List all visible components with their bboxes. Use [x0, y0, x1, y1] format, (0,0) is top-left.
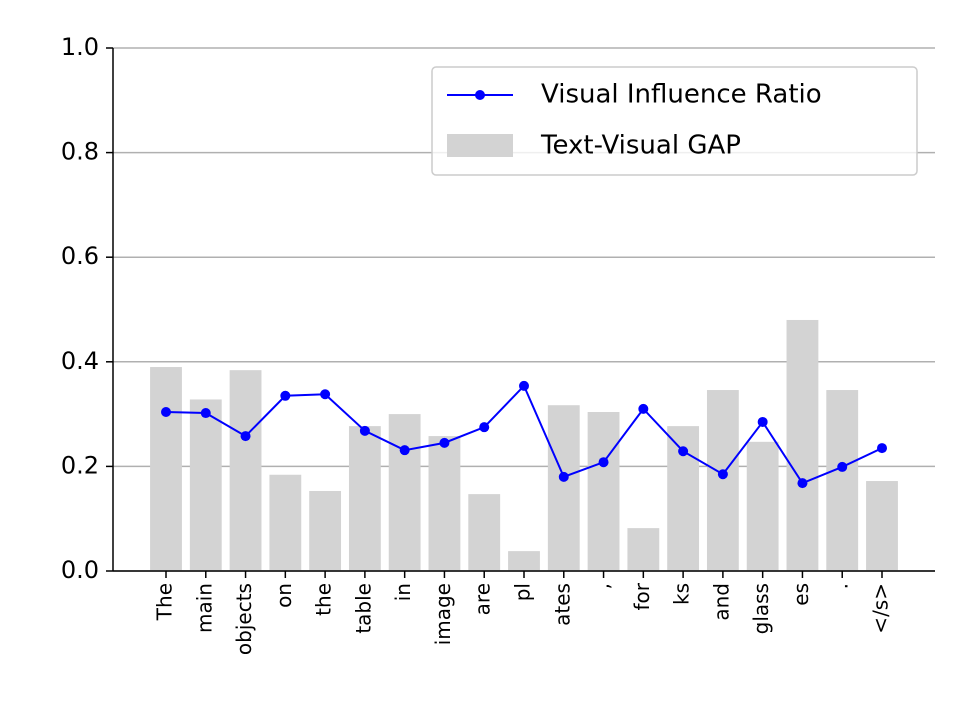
marker	[479, 422, 490, 433]
marker	[558, 471, 569, 482]
x-tick-label: The	[153, 583, 177, 621]
marker	[240, 431, 251, 442]
legend-label: Visual Influence Ratio	[541, 80, 822, 110]
bar	[866, 481, 898, 571]
marker	[280, 390, 291, 401]
x-tick-label: image	[431, 583, 455, 645]
y-tick-label: 1.0	[61, 33, 99, 61]
bar	[309, 490, 342, 571]
marker	[837, 461, 848, 472]
marker	[877, 443, 887, 454]
marker	[519, 380, 529, 391]
x-tick-label: main	[192, 583, 216, 633]
x-tick-label: objects	[232, 583, 256, 655]
bar	[269, 474, 302, 571]
y-tick-label: 0.8	[61, 138, 99, 166]
x-tick-label: pl	[511, 583, 535, 601]
marker	[717, 469, 728, 480]
marker	[598, 457, 609, 468]
y-tick-label: 0.0	[61, 556, 99, 584]
bar	[547, 405, 580, 571]
bar	[428, 436, 461, 571]
x-tick-label: for	[630, 582, 654, 610]
x-tick-label: </s>	[869, 583, 893, 634]
marker	[797, 478, 808, 489]
bar	[229, 370, 262, 571]
x-tick-label: glass	[749, 583, 773, 634]
bar	[388, 414, 421, 571]
x-tick-label: ks	[670, 583, 694, 605]
x-tick-label: in	[391, 583, 415, 601]
bar	[706, 390, 739, 571]
lines	[161, 380, 887, 489]
marker	[161, 407, 171, 418]
bar	[150, 367, 182, 571]
legend-box	[431, 66, 918, 176]
x-tick-label: .	[829, 583, 853, 589]
x-tick-label: es	[789, 583, 813, 606]
x-tick-label: are	[471, 583, 495, 615]
y-tick-label: 0.2	[61, 451, 99, 479]
x-tick-label: ,	[590, 583, 614, 589]
bar	[587, 412, 620, 571]
legend-label: Text-Visual GAP	[540, 131, 741, 161]
bar	[508, 551, 540, 571]
x-tick-label: and	[709, 583, 733, 621]
marker	[359, 425, 370, 436]
bar	[826, 390, 859, 571]
x-tick-label: on	[272, 583, 296, 608]
marker	[439, 437, 450, 448]
marker	[399, 445, 410, 456]
x-tick-label: table	[351, 583, 375, 634]
bar	[746, 441, 779, 571]
legend-marker	[475, 90, 485, 100]
marker	[200, 408, 211, 419]
y-tick-label: 0.6	[61, 242, 99, 270]
y-tick-label: 0.4	[61, 347, 99, 375]
marker	[638, 403, 649, 414]
marker	[757, 416, 768, 427]
x-tick-label: the	[312, 583, 336, 616]
marker	[678, 446, 689, 457]
bar	[189, 399, 222, 571]
bar	[786, 319, 819, 571]
marker	[320, 389, 331, 400]
bars	[150, 319, 898, 571]
bar	[468, 494, 501, 571]
x-tick-label: ates	[550, 583, 574, 626]
legend: Visual Influence Ratio Text-Visual GAP	[431, 66, 918, 176]
legend-swatch	[447, 134, 513, 157]
bar	[627, 528, 660, 571]
bar	[348, 426, 381, 571]
